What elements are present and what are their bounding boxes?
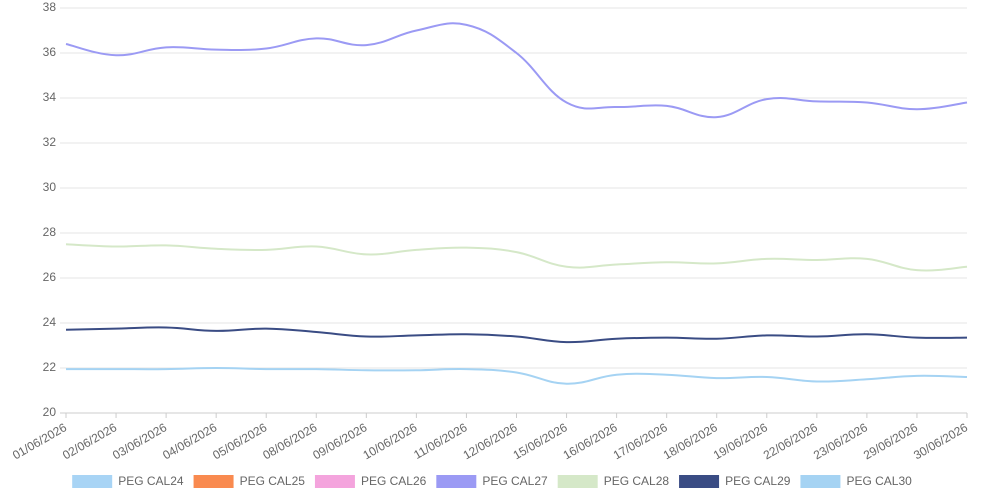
series-line bbox=[65, 243, 968, 272]
legend-label: PEG CAL26 bbox=[361, 474, 427, 488]
legend-item: PEG CAL24 bbox=[72, 474, 184, 488]
series-line bbox=[66, 366, 968, 385]
y-tick-label: 30 bbox=[43, 180, 57, 194]
legend-label: PEG CAL29 bbox=[725, 474, 791, 488]
x-tick-label: 01/06/2026 bbox=[10, 420, 69, 462]
x-tick-label: 22/06/2026 bbox=[761, 420, 820, 462]
legend-swatch bbox=[679, 475, 720, 488]
legend-swatch bbox=[800, 475, 841, 488]
legend-label: PEG CAL24 bbox=[118, 474, 184, 488]
x-tick-label: 08/06/2026 bbox=[260, 420, 319, 462]
y-tick-label: 22 bbox=[43, 360, 57, 374]
x-tick-label: 15/06/2026 bbox=[511, 420, 570, 462]
x-tick-label: 23/06/2026 bbox=[811, 420, 870, 462]
legend-item: PEG CAL25 bbox=[193, 474, 306, 488]
y-tick-label: 26 bbox=[43, 270, 57, 284]
legend-label: PEG CAL25 bbox=[240, 474, 306, 488]
x-tick-label: 02/06/2026 bbox=[60, 420, 119, 462]
y-tick-label: 34 bbox=[43, 90, 57, 104]
x-tick-label: 16/06/2026 bbox=[561, 420, 620, 462]
x-tick-label: 19/06/2026 bbox=[711, 420, 770, 462]
x-tick-label: 12/06/2026 bbox=[461, 420, 520, 462]
legend-item: PEG CAL28 bbox=[557, 474, 670, 488]
x-tick-label: 04/06/2026 bbox=[160, 420, 219, 462]
x-tick-label: 05/06/2026 bbox=[210, 420, 269, 462]
legend: PEG CAL24 PEG CAL25 PEG CAL26 PEG CAL27 PEG … bbox=[72, 474, 912, 488]
y-tick-label: 28 bbox=[43, 225, 57, 239]
legend-swatch bbox=[72, 475, 113, 488]
legend-swatch bbox=[436, 475, 477, 488]
y-tick-label: 20 bbox=[43, 405, 57, 419]
legend-item: PEG CAL26 bbox=[314, 474, 427, 488]
x-tick-label: 03/06/2026 bbox=[110, 420, 169, 462]
legend-item: PEG CAL30 bbox=[800, 474, 912, 488]
legend-item: PEG CAL29 bbox=[679, 474, 791, 488]
x-tick-label: 29/06/2026 bbox=[861, 420, 920, 462]
legend-label: PEG CAL27 bbox=[482, 474, 548, 488]
legend-label: PEG CAL28 bbox=[604, 474, 670, 488]
x-tick-label: 30/06/2026 bbox=[911, 420, 970, 462]
y-tick-label: 24 bbox=[43, 315, 57, 329]
series-line bbox=[65, 22, 968, 119]
legend-item: PEG CAL27 bbox=[436, 474, 548, 488]
legend-swatch bbox=[557, 475, 598, 488]
series-line bbox=[65, 326, 968, 344]
legend-swatch bbox=[193, 475, 234, 488]
legend-label: PEG CAL30 bbox=[846, 474, 912, 488]
x-tick-label: 18/06/2026 bbox=[661, 420, 720, 462]
x-tick-label: 17/06/2026 bbox=[611, 420, 670, 462]
x-tick-label: 10/06/2026 bbox=[360, 420, 419, 462]
x-tick-label: 11/06/2026 bbox=[411, 420, 470, 462]
legend-swatch bbox=[314, 475, 355, 488]
y-tick-label: 38 bbox=[43, 0, 57, 14]
y-tick-label: 36 bbox=[43, 45, 57, 59]
x-tick-label: 09/06/2026 bbox=[310, 420, 369, 462]
y-tick-label: 32 bbox=[43, 135, 57, 149]
